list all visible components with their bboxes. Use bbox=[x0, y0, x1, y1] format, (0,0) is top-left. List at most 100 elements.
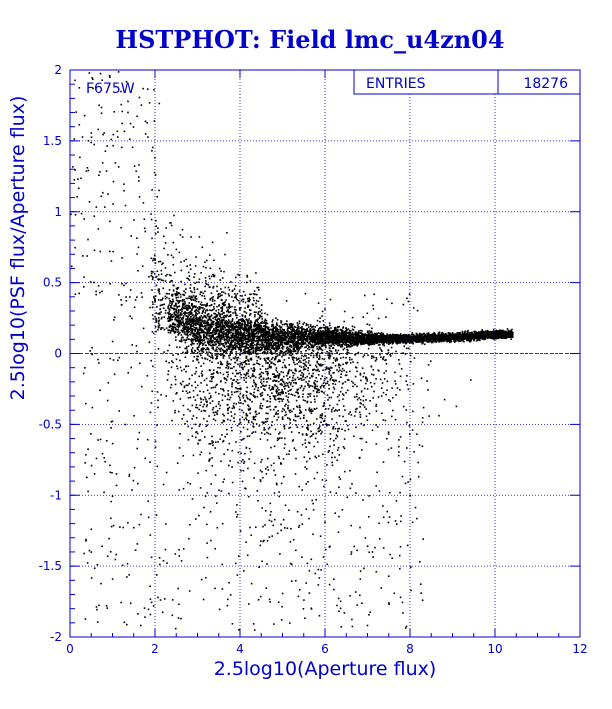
data-point bbox=[493, 334, 495, 336]
data-point bbox=[278, 336, 280, 338]
data-point bbox=[226, 337, 228, 339]
data-point bbox=[348, 333, 351, 336]
data-point bbox=[319, 334, 322, 337]
data-point bbox=[179, 293, 182, 296]
data-point bbox=[229, 343, 231, 345]
data-point bbox=[248, 349, 250, 352]
data-point bbox=[349, 342, 352, 345]
data-point bbox=[397, 334, 399, 336]
data-point bbox=[285, 336, 288, 339]
data-point bbox=[233, 337, 236, 339]
data-point bbox=[212, 330, 214, 333]
data-point bbox=[464, 333, 466, 335]
data-point bbox=[270, 344, 272, 347]
data-point bbox=[212, 336, 214, 338]
data-point bbox=[307, 335, 309, 338]
data-point bbox=[239, 334, 242, 337]
data-point bbox=[181, 318, 183, 320]
data-point bbox=[268, 331, 271, 333]
data-point bbox=[265, 349, 268, 351]
data-point bbox=[234, 356, 237, 358]
data-point bbox=[272, 332, 275, 334]
data-point bbox=[322, 332, 324, 335]
data-point bbox=[185, 322, 187, 325]
data-point bbox=[356, 343, 358, 346]
data-point bbox=[284, 334, 286, 337]
data-point bbox=[276, 347, 279, 349]
data-point bbox=[267, 346, 269, 348]
data-point bbox=[284, 333, 287, 336]
data-point bbox=[361, 333, 363, 336]
data-point bbox=[197, 332, 200, 335]
data-point bbox=[257, 337, 260, 339]
data-point bbox=[273, 331, 276, 333]
data-point bbox=[355, 342, 357, 344]
data-point bbox=[178, 333, 180, 335]
data-point bbox=[266, 326, 268, 329]
data-point bbox=[337, 333, 339, 336]
data-point bbox=[334, 339, 337, 341]
data-point bbox=[469, 338, 471, 340]
data-point bbox=[279, 341, 282, 344]
data-point bbox=[250, 329, 252, 331]
data-point bbox=[230, 329, 232, 331]
data-point bbox=[209, 337, 212, 340]
data-point bbox=[400, 336, 403, 338]
data-point bbox=[256, 348, 259, 350]
data-point bbox=[477, 331, 480, 333]
data-point bbox=[351, 333, 354, 335]
data-point bbox=[240, 326, 242, 329]
data-point bbox=[191, 321, 193, 323]
data-point bbox=[248, 325, 250, 327]
data-point bbox=[238, 337, 240, 339]
data-point bbox=[195, 311, 197, 314]
data-point bbox=[183, 324, 186, 326]
data-point bbox=[235, 331, 238, 333]
data-point bbox=[235, 338, 237, 341]
data-point bbox=[382, 334, 385, 336]
data-point bbox=[254, 344, 256, 346]
data-point bbox=[189, 321, 191, 323]
data-point bbox=[187, 321, 190, 323]
data-point bbox=[293, 339, 295, 341]
data-point bbox=[360, 334, 363, 337]
data-point bbox=[277, 348, 279, 350]
data-point bbox=[197, 337, 199, 340]
data-point bbox=[288, 337, 291, 340]
data-point bbox=[427, 339, 429, 341]
data-point bbox=[280, 326, 282, 329]
data-point bbox=[185, 304, 188, 307]
data-point bbox=[266, 331, 268, 333]
data-point bbox=[335, 328, 337, 330]
data-point bbox=[210, 344, 213, 347]
data-point bbox=[300, 334, 303, 337]
data-point bbox=[266, 322, 269, 325]
data-point bbox=[419, 340, 422, 342]
data-point bbox=[268, 335, 270, 338]
data-point bbox=[257, 322, 259, 324]
data-point bbox=[301, 343, 303, 346]
data-point bbox=[337, 328, 339, 331]
data-point bbox=[178, 322, 180, 324]
data-point bbox=[316, 346, 318, 348]
data-point bbox=[267, 328, 270, 331]
data-point bbox=[177, 326, 180, 329]
data-point bbox=[213, 316, 216, 318]
data-point bbox=[229, 352, 232, 355]
data-point bbox=[266, 333, 269, 336]
data-point bbox=[292, 343, 295, 346]
data-point bbox=[269, 335, 272, 338]
data-point bbox=[294, 338, 296, 340]
data-point bbox=[272, 327, 275, 330]
data-point bbox=[227, 321, 229, 324]
data-point bbox=[196, 343, 199, 345]
data-point bbox=[209, 328, 211, 330]
data-point bbox=[301, 339, 303, 342]
data-point bbox=[224, 333, 226, 335]
data-point bbox=[464, 330, 466, 333]
data-point bbox=[218, 342, 221, 345]
data-point bbox=[198, 345, 201, 347]
data-point bbox=[169, 309, 171, 311]
data-point bbox=[228, 336, 230, 339]
data-point bbox=[264, 326, 267, 328]
